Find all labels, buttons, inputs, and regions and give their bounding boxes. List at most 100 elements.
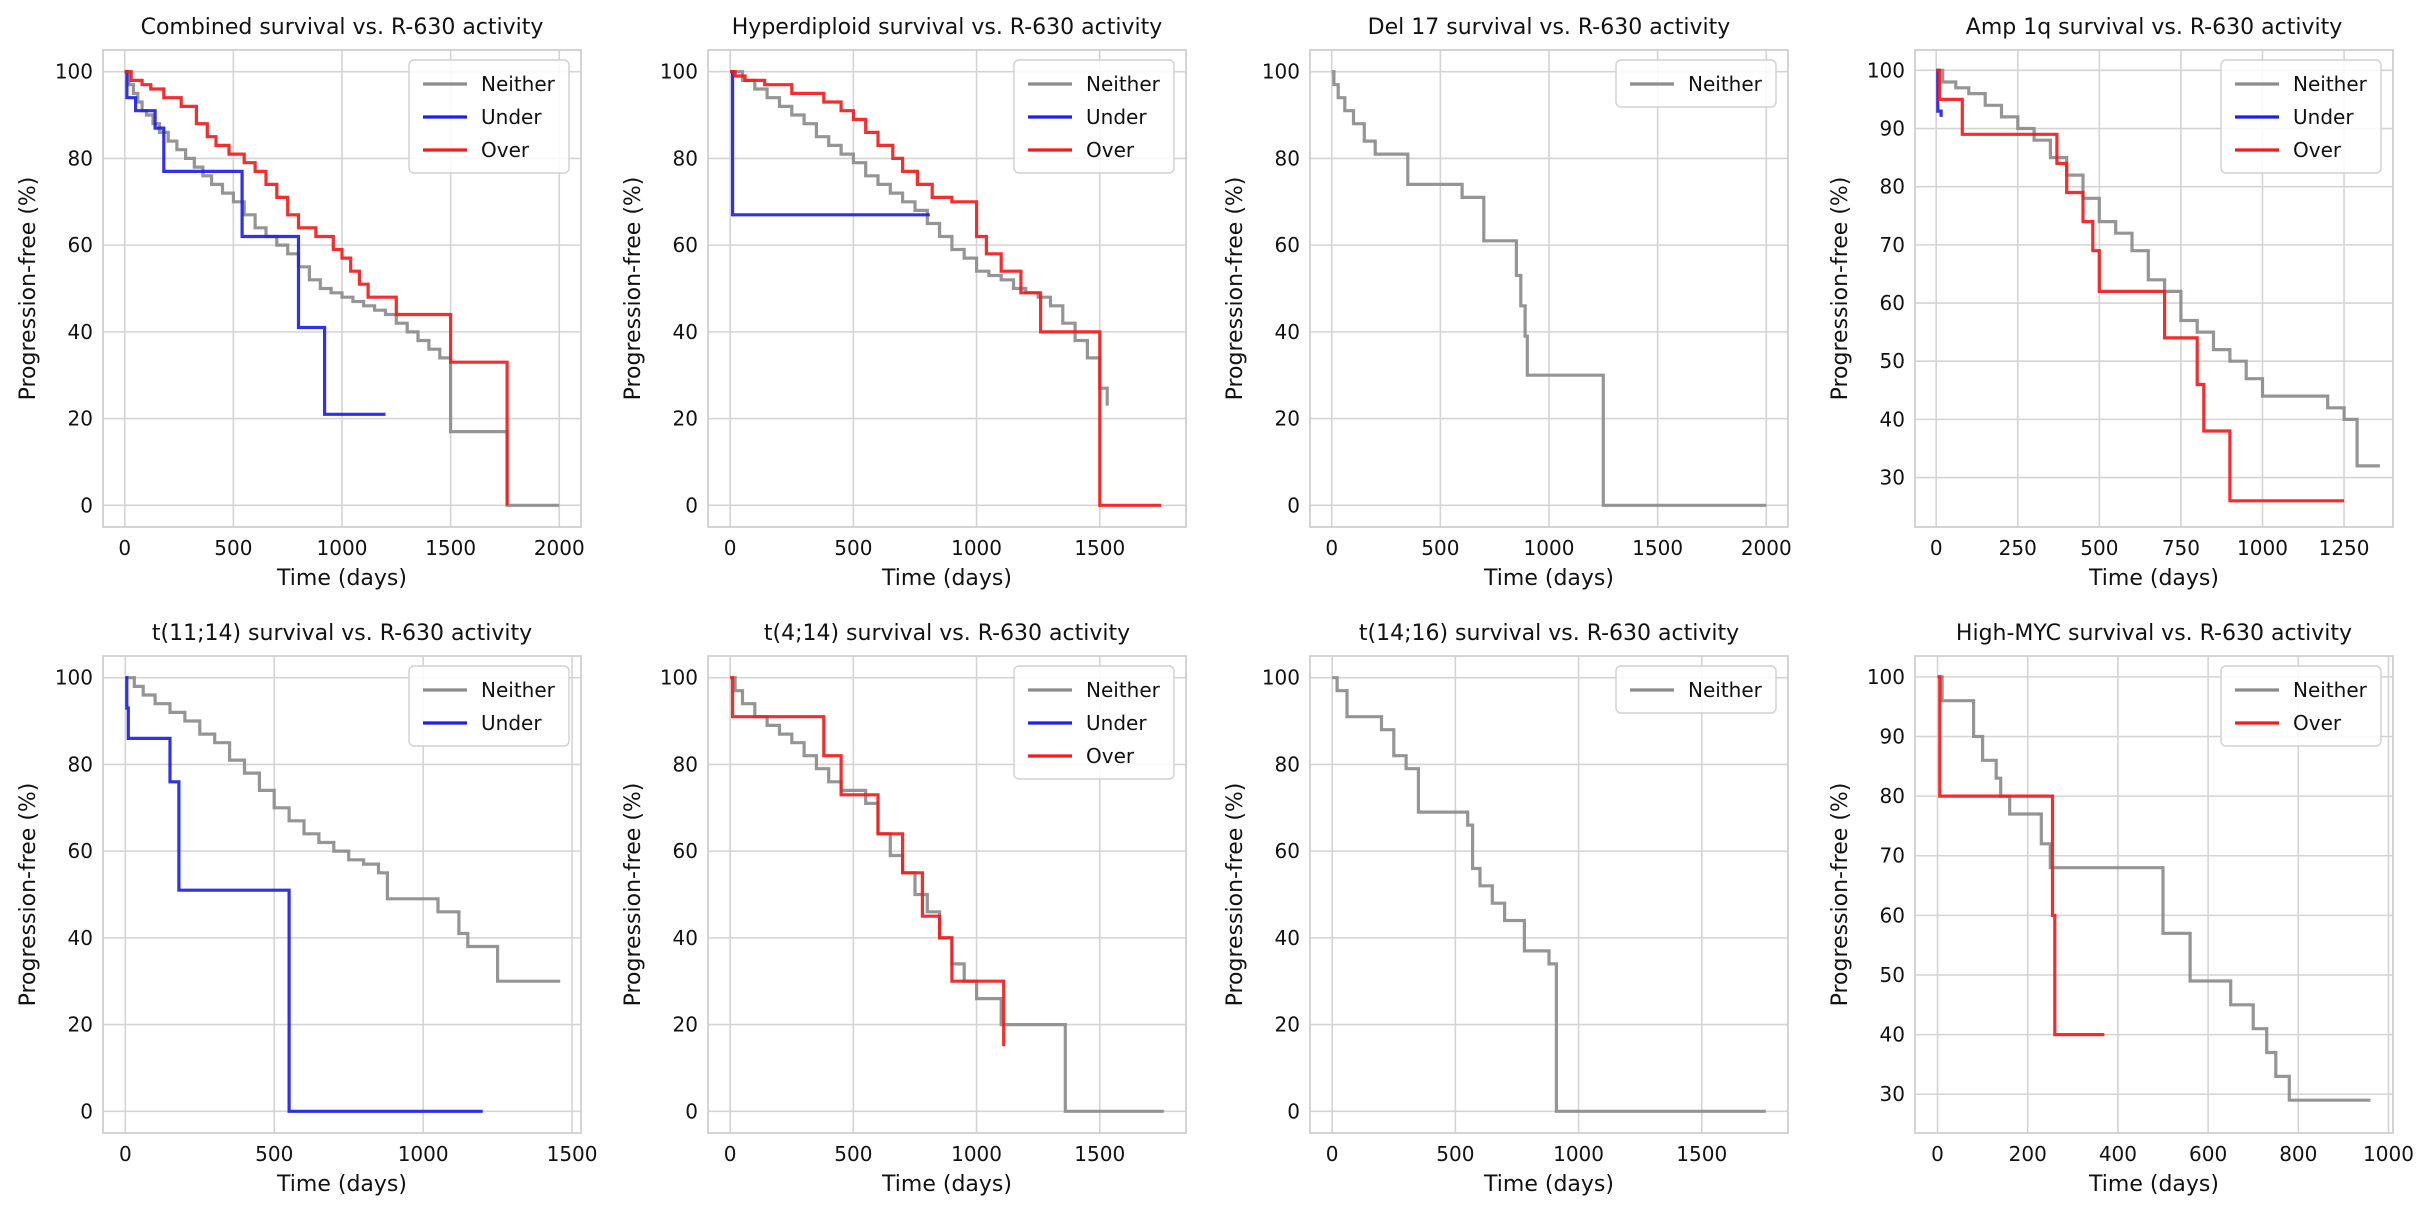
y-tick-label: 100 xyxy=(1262,60,1300,84)
y-tick-label: 60 xyxy=(68,233,93,257)
series-line-neither xyxy=(125,676,561,983)
legend: Neither Under Over xyxy=(1013,59,1175,174)
legend-label-neither: Neither xyxy=(481,72,556,96)
y-tick-label: 80 xyxy=(1880,175,1905,199)
legend-label-over: Over xyxy=(2293,711,2342,735)
legend: Neither Under Over xyxy=(1013,665,1175,780)
chart-title: t(14;16) survival vs. R-630 activity xyxy=(1359,621,1739,646)
y-tick-label: 40 xyxy=(1275,320,1300,344)
y-tick-label: 60 xyxy=(673,233,698,257)
legend-box xyxy=(1615,59,1777,108)
x-tick-label: 600 xyxy=(2189,1142,2227,1166)
plot-frame xyxy=(1914,655,2394,1134)
subplot-2: 0 500 1000 1500 0 20 40 60 80 100 Hyperdiploid sur… xyxy=(621,15,1187,591)
y-tick-label: 60 xyxy=(1275,839,1300,863)
x-tick-label: 1000 xyxy=(2237,536,2288,560)
subplot-1: 0 500 1000 1500 2000 0 20 40 60 80 100 Combined sur… xyxy=(16,15,585,591)
y-tick-label: 80 xyxy=(68,146,93,170)
legend-label-under: Under xyxy=(481,105,542,129)
x-tick-label: 500 xyxy=(1421,536,1459,560)
legend-box xyxy=(408,59,570,174)
x-tick-label: 250 xyxy=(1999,536,2037,560)
x-tick-label: 1500 xyxy=(1074,1142,1125,1166)
y-tick-label: 20 xyxy=(68,1013,93,1037)
subplot-5: 0 500 1000 1500 0 20 40 60 80 100 t(11;14) surviva… xyxy=(16,621,598,1197)
x-tick-label: 0 xyxy=(1930,536,1943,560)
legend-label-neither: Neither xyxy=(1688,72,1763,96)
series-line-neither xyxy=(730,70,1109,406)
x-tick-label: 1000 xyxy=(1524,536,1575,560)
y-tick-label: 90 xyxy=(1880,724,1905,748)
plot-frame xyxy=(707,49,1187,528)
y-tick-label: 90 xyxy=(1880,117,1905,141)
y-tick-label: 100 xyxy=(1867,58,1905,82)
y-tick-label: 100 xyxy=(1262,666,1300,690)
x-tick-label: 1000 xyxy=(951,536,1002,560)
subplot-4: 0 250 500 750 1000 1250 30 40 50 60 70 80 90 100 Amp 1… xyxy=(1828,15,2394,591)
x-axis-label: Time (days) xyxy=(2088,1172,2219,1197)
legend-box xyxy=(1013,665,1175,780)
y-tick-label: 100 xyxy=(660,60,698,84)
legend-label-neither: Neither xyxy=(1086,72,1161,96)
x-tick-label: 2000 xyxy=(534,536,585,560)
y-tick-label: 40 xyxy=(673,320,698,344)
series-line-neither xyxy=(730,676,1164,1113)
legend-label-over: Over xyxy=(2293,138,2342,162)
y-tick-label: 70 xyxy=(1880,844,1905,868)
series-line-under xyxy=(125,676,483,1113)
y-tick-label: 60 xyxy=(1880,903,1905,927)
legend: Neither Under Over xyxy=(2220,59,2382,174)
legend: Neither Under xyxy=(408,665,570,747)
y-tick-label: 0 xyxy=(685,1099,698,1123)
chart-title: Combined survival vs. R-630 activity xyxy=(141,15,544,40)
y-tick-label: 20 xyxy=(1275,407,1300,431)
y-tick-label: 50 xyxy=(1880,349,1905,373)
y-tick-label: 40 xyxy=(1880,407,1905,431)
x-tick-label: 2000 xyxy=(1741,536,1792,560)
chart-title: Hyperdiploid survival vs. R-630 activity xyxy=(732,15,1162,40)
x-tick-label: 0 xyxy=(1931,1142,1944,1166)
legend-label-over: Over xyxy=(1086,744,1135,768)
y-tick-label: 40 xyxy=(1880,1023,1905,1047)
legend-label-under: Under xyxy=(2293,105,2354,129)
y-tick-label: 80 xyxy=(1275,752,1300,776)
plot-frame xyxy=(707,655,1187,1134)
y-axis-label: Progression-free (%) xyxy=(1828,783,1853,1007)
x-tick-label: 500 xyxy=(214,536,252,560)
y-axis-label: Progression-free (%) xyxy=(1828,177,1853,401)
y-axis-label: Progression-free (%) xyxy=(16,177,41,401)
legend-label-under: Under xyxy=(481,711,542,735)
legend-label-neither: Neither xyxy=(2293,72,2368,96)
y-tick-label: 100 xyxy=(55,666,93,690)
legend-label-neither: Neither xyxy=(1086,678,1161,702)
x-tick-label: 200 xyxy=(2009,1142,2047,1166)
y-tick-label: 40 xyxy=(673,926,698,950)
y-axis-label: Progression-free (%) xyxy=(1223,783,1248,1007)
y-tick-label: 80 xyxy=(673,752,698,776)
y-axis-label: Progression-free (%) xyxy=(16,783,41,1007)
x-axis-label: Time (days) xyxy=(881,1172,1012,1197)
x-tick-label: 0 xyxy=(1325,536,1338,560)
y-tick-label: 0 xyxy=(80,493,93,517)
series-line-neither xyxy=(1936,68,2380,468)
subplot-3: 0 500 1000 1500 2000 0 20 40 60 80 100 Del 17 survi… xyxy=(1223,15,1792,591)
x-tick-label: 1000 xyxy=(1553,1142,1604,1166)
y-tick-label: 0 xyxy=(1287,493,1300,517)
legend: Neither Under Over xyxy=(408,59,570,174)
x-axis-label: Time (days) xyxy=(1483,1172,1614,1197)
x-tick-label: 1000 xyxy=(2363,1142,2414,1166)
subplot-6: 0 500 1000 1500 0 20 40 60 80 100 t(4;14) survival… xyxy=(621,621,1187,1197)
subplot-7: 0 500 1000 1500 0 20 40 60 80 100 t(14;16) surviva… xyxy=(1223,621,1789,1197)
legend-label-neither: Neither xyxy=(1688,678,1763,702)
series-line-over xyxy=(1937,675,2105,1037)
y-tick-label: 20 xyxy=(68,407,93,431)
legend: Neither Over xyxy=(2220,665,2382,747)
y-tick-label: 100 xyxy=(55,60,93,84)
legend-label-over: Over xyxy=(1086,138,1135,162)
legend-label-under: Under xyxy=(1086,105,1147,129)
series-line-over xyxy=(1936,68,2345,503)
y-axis-label: Progression-free (%) xyxy=(621,177,646,401)
x-axis-label: Time (days) xyxy=(276,566,407,591)
x-tick-label: 400 xyxy=(2099,1142,2137,1166)
